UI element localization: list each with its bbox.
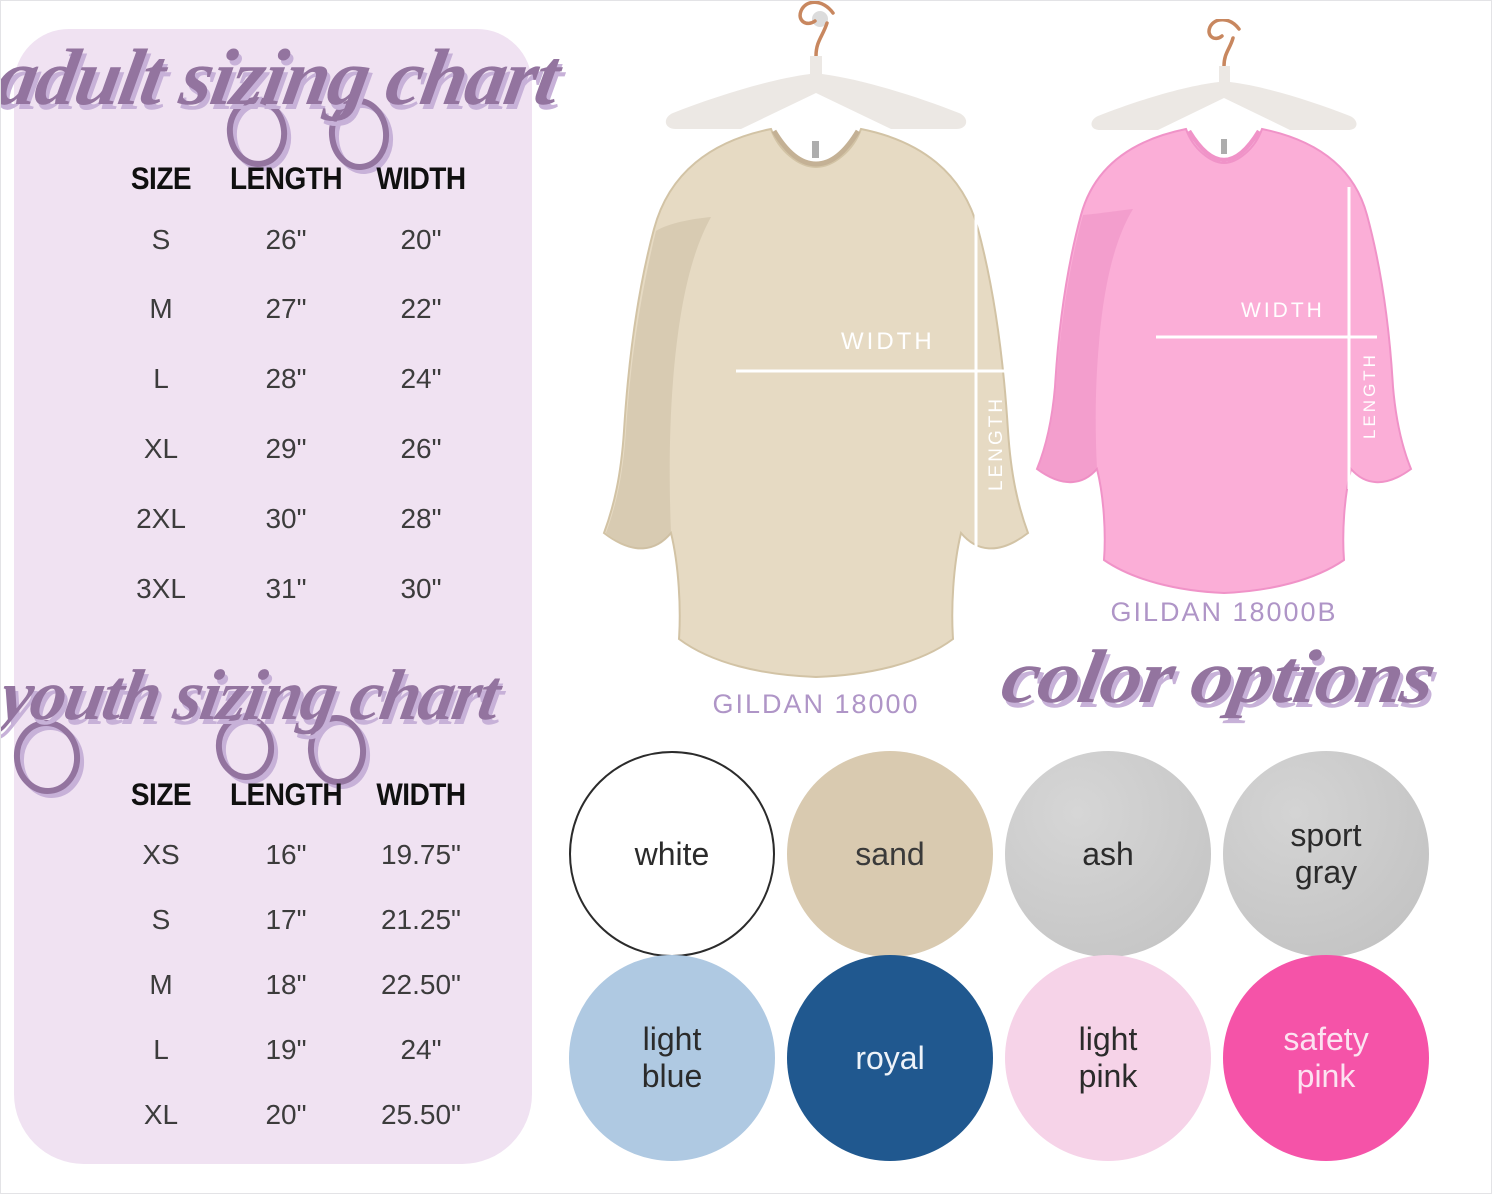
svg-text:youth sizing chart: youth sizing chart [1, 654, 509, 734]
svg-text:LENGTH: LENGTH [986, 396, 1007, 491]
svg-text:adult sizing chart: adult sizing chart [1, 34, 569, 122]
svg-text:LENGTH: LENGTH [1360, 352, 1379, 439]
svg-text:WIDTH: WIDTH [841, 328, 935, 355]
svg-text:color options: color options [1001, 635, 1441, 719]
svg-text:WIDTH: WIDTH [1241, 299, 1325, 322]
